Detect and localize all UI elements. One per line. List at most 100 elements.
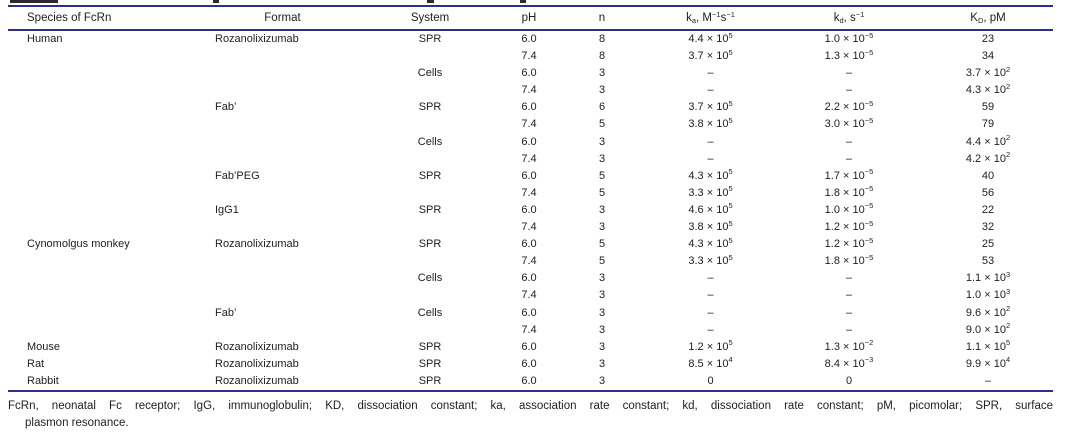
cell-kD: 4.2 × 102 bbox=[965, 150, 1011, 165]
table-row: 7.4 3 – – 4.2 × 102 bbox=[8, 151, 1053, 168]
cell-system: SPR bbox=[418, 101, 442, 114]
cell-kd: 1.8 × 10−5 bbox=[824, 252, 874, 268]
cell-n: 8 bbox=[598, 50, 606, 63]
cell-n: 8 bbox=[598, 33, 606, 45]
cell-n: 5 bbox=[598, 255, 606, 268]
cell-kd: – bbox=[845, 306, 853, 319]
cell-kD: 40 bbox=[981, 169, 995, 182]
cell-species bbox=[8, 116, 205, 133]
table-row: IgG1 SPR 6.0 3 4.6 × 105 1.0 × 10−5 22 bbox=[8, 202, 1053, 219]
cell-system bbox=[360, 322, 500, 339]
cell-format bbox=[205, 185, 360, 202]
cell-system: Cells bbox=[417, 67, 443, 80]
cell-kD: 79 bbox=[981, 118, 995, 131]
cell-system: Cells bbox=[417, 272, 443, 285]
cell-ph: 6.0 bbox=[521, 272, 537, 285]
cell-n: 3 bbox=[598, 323, 606, 336]
table-row: Rabbit Rozanolixizumab SPR 6.0 3 0 0 – bbox=[8, 373, 1053, 391]
cell-format bbox=[205, 65, 360, 82]
cell-kD: 23 bbox=[981, 33, 995, 45]
cell-system bbox=[360, 219, 500, 236]
cell-n: 3 bbox=[598, 272, 606, 285]
cell-ph: 7.4 bbox=[521, 50, 537, 63]
cell-n: 3 bbox=[598, 289, 606, 302]
table-row: Cynomolgus monkey Rozanolixizumab SPR 6.0 5 4… bbox=[8, 236, 1053, 253]
cell-ph: 7.4 bbox=[521, 221, 537, 234]
cell-n: 3 bbox=[598, 84, 606, 97]
cell-kd: – bbox=[845, 152, 853, 165]
table-row: Fab’ Cells 6.0 3 – – 9.6 × 102 bbox=[8, 305, 1053, 322]
cell-format: Fab’PEG bbox=[215, 169, 260, 182]
table-row: 7.4 3 – – 9.0 × 102 bbox=[8, 322, 1053, 339]
cell-system bbox=[360, 48, 500, 65]
cell-format bbox=[205, 134, 360, 151]
cell-format: Fab’ bbox=[215, 101, 237, 114]
cell-system bbox=[360, 287, 500, 304]
cell-species: Cynomolgus monkey bbox=[27, 238, 130, 251]
cell-system: SPR bbox=[418, 169, 442, 182]
table-row: Cells 6.0 3 – – 3.7 × 102 bbox=[8, 65, 1053, 82]
cell-kd: 1.0 × 10−5 bbox=[824, 30, 874, 45]
cell-ka: 8.5 × 104 bbox=[688, 355, 733, 370]
cell-species bbox=[8, 65, 205, 82]
cell-kD: 25 bbox=[981, 238, 995, 251]
cell-kd: 1.2 × 10−5 bbox=[824, 218, 874, 234]
column-header-system: System bbox=[360, 6, 500, 31]
cell-species: Human bbox=[27, 33, 63, 45]
cell-system bbox=[360, 185, 500, 202]
cell-format: IgG1 bbox=[215, 203, 239, 216]
clipped-title-mark bbox=[213, 0, 219, 3]
clipped-title-remnant bbox=[0, 0, 1080, 4]
cell-format bbox=[205, 116, 360, 133]
table-row: 7.4 3 3.8 × 105 1.2 × 10−5 32 bbox=[8, 219, 1053, 236]
cell-ka: – bbox=[707, 135, 714, 148]
clipped-title-mark bbox=[10, 0, 58, 3]
cell-n: 3 bbox=[598, 221, 606, 234]
cell-format bbox=[205, 253, 360, 270]
cell-kD: – bbox=[984, 374, 992, 387]
cell-species bbox=[8, 48, 205, 65]
table-header: Species of FcRn Format System pH n ka, M−1s−1… bbox=[8, 6, 1053, 31]
cell-system bbox=[360, 253, 500, 270]
cell-kD: 34 bbox=[981, 50, 995, 63]
column-header-kD: KD, pM bbox=[923, 6, 1053, 31]
column-header-ph: pH bbox=[500, 6, 558, 31]
cell-kD: 4.4 × 102 bbox=[965, 133, 1011, 148]
clipped-title-mark bbox=[520, 0, 526, 3]
cell-species bbox=[8, 99, 205, 116]
cell-format bbox=[205, 322, 360, 339]
cell-species bbox=[8, 322, 205, 339]
cell-format: Rozanolixizumab bbox=[215, 33, 299, 45]
cell-format bbox=[205, 219, 360, 236]
cell-ka: – bbox=[707, 272, 714, 285]
cell-species bbox=[8, 185, 205, 202]
cell-ph: 6.0 bbox=[521, 169, 537, 182]
cell-ph: 6.0 bbox=[521, 203, 537, 216]
cell-system: Cells bbox=[417, 135, 443, 148]
cell-format: Rozanolixizumab bbox=[215, 374, 299, 387]
cell-ph: 6.0 bbox=[521, 306, 537, 319]
cell-ph: 6.0 bbox=[521, 374, 537, 387]
cell-species bbox=[8, 151, 205, 168]
cell-kd: 1.8 × 10−5 bbox=[824, 184, 874, 199]
cell-kd: – bbox=[845, 323, 853, 336]
cell-kD: 9.0 × 102 bbox=[965, 321, 1011, 336]
cell-format bbox=[205, 151, 360, 168]
cell-ka: – bbox=[707, 323, 714, 336]
cell-kd: 1.0 × 10−5 bbox=[824, 201, 874, 216]
cell-n: 3 bbox=[598, 203, 606, 216]
footnote-line-2: plasmon resonance. bbox=[25, 416, 129, 429]
cell-kd: 8.4 × 10−3 bbox=[824, 355, 874, 370]
column-header-n: n bbox=[558, 6, 646, 31]
cell-system bbox=[360, 82, 500, 99]
table-row: Mouse Rozanolixizumab SPR 6.0 3 1.2 × 105 1.3 … bbox=[8, 339, 1053, 356]
cell-n: 5 bbox=[598, 238, 606, 251]
table-body: Human Rozanolixizumab SPR 6.0 8 4.4 × 105 1.0 … bbox=[8, 30, 1053, 391]
cell-ka: 3.8 × 105 bbox=[688, 218, 733, 234]
cell-ka: – bbox=[707, 84, 714, 97]
cell-n: 3 bbox=[598, 374, 606, 387]
cell-kD: 1.1 × 105 bbox=[965, 338, 1011, 353]
cell-system: SPR bbox=[418, 33, 442, 45]
cell-ka: 3.8 × 105 bbox=[688, 115, 733, 131]
cell-species: Rat bbox=[27, 357, 45, 370]
